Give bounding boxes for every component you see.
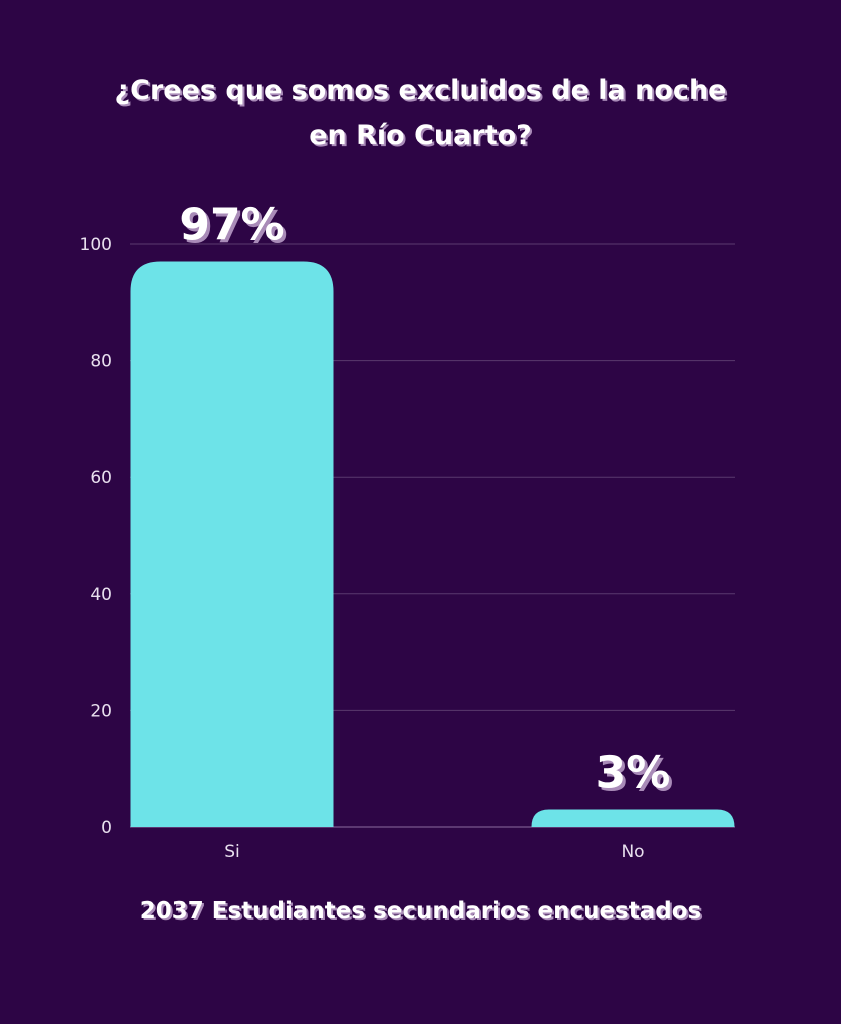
- bar-si: [130, 261, 334, 827]
- x-tick-label: No: [621, 842, 644, 862]
- data-label: 3%: [596, 748, 671, 799]
- chart-title-line2: en Río Cuarto?: [309, 120, 532, 151]
- x-tick-label: Si: [224, 842, 240, 862]
- y-tick-label: 100: [80, 235, 112, 255]
- y-tick-label: 80: [90, 352, 112, 372]
- y-tick-label: 0: [101, 818, 112, 838]
- data-label: 97%: [179, 199, 284, 250]
- y-tick-label: 60: [90, 468, 112, 488]
- chart-title: ¿Crees que somos excluidos de la noche e…: [0, 68, 841, 158]
- bar-no: [531, 809, 735, 827]
- y-tick-label: 20: [90, 701, 112, 721]
- chart-title-line1: ¿Crees que somos excluidos de la noche: [114, 75, 727, 106]
- chart-footer: 2037 Estudiantes secundarios encuestados: [139, 898, 702, 924]
- y-tick-label: 40: [90, 585, 112, 605]
